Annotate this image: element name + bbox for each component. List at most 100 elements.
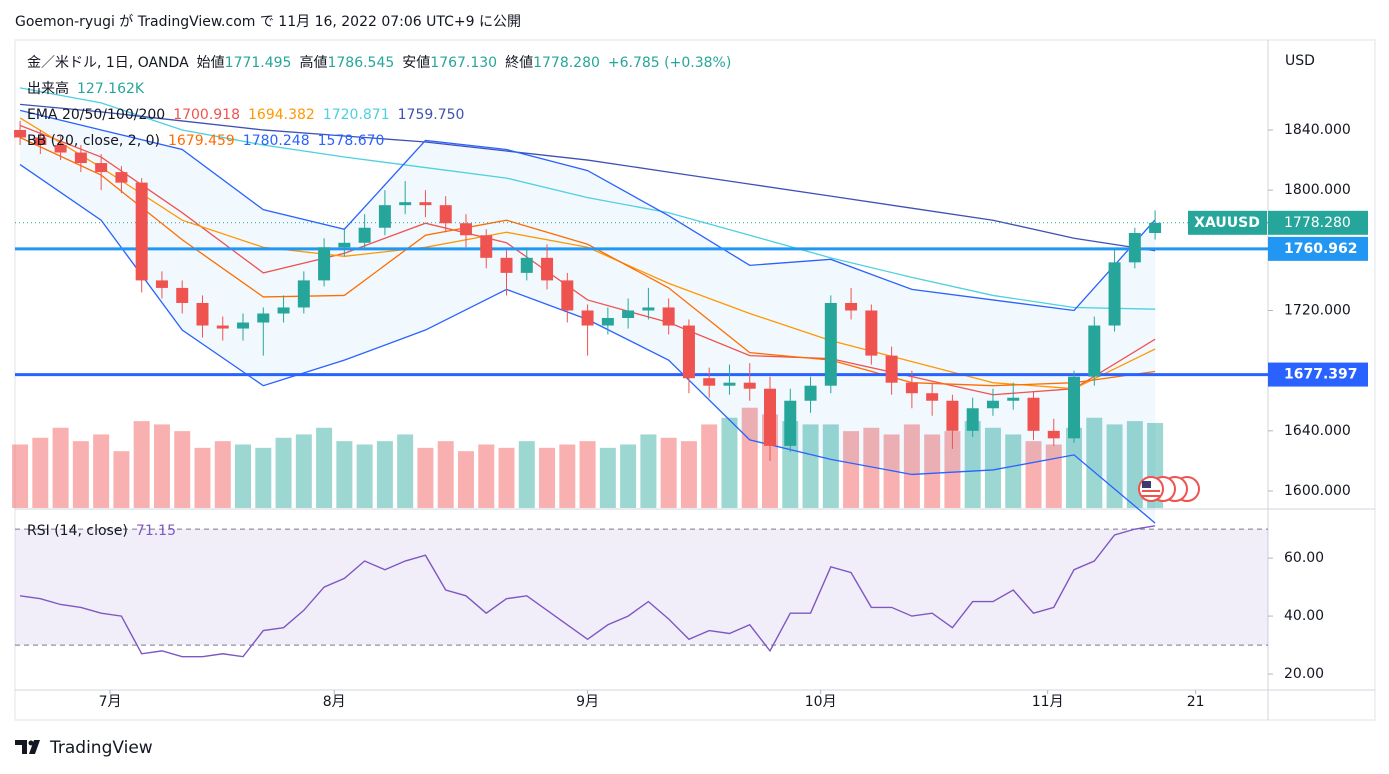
x-tick-label: 8月 bbox=[323, 694, 346, 710]
value: 1780.248 bbox=[243, 133, 310, 149]
logo bbox=[28, 740, 34, 746]
label: 出来高 bbox=[27, 80, 69, 97]
volume-bar bbox=[336, 441, 353, 508]
volume-bar bbox=[275, 437, 292, 508]
candle-body bbox=[196, 302, 209, 326]
candle-body bbox=[905, 382, 918, 394]
volume-bar bbox=[32, 437, 49, 508]
plot: 1600.0001640.0001680.0001720.0001800.000… bbox=[12, 87, 1368, 710]
indicator-line bbox=[19, 109, 1156, 312]
h-line-label: 1760.962 bbox=[1284, 241, 1358, 257]
indicator-line bbox=[19, 124, 1156, 396]
brand-name: TradingView bbox=[49, 738, 153, 758]
candle-body bbox=[926, 393, 939, 401]
candle-body bbox=[1128, 233, 1141, 263]
candle-body bbox=[257, 313, 270, 323]
y-tick-label: 20.00 bbox=[1284, 666, 1324, 682]
y-tick-label: 60.00 bbox=[1284, 550, 1324, 566]
volume-bar bbox=[72, 441, 89, 508]
volume-bar bbox=[640, 434, 657, 508]
candle-body bbox=[784, 400, 797, 446]
value: 1720.871 bbox=[323, 107, 390, 123]
volume-bar bbox=[214, 441, 231, 508]
volume-bar bbox=[457, 451, 474, 508]
volume-bar bbox=[903, 424, 920, 508]
volume-bar bbox=[498, 447, 515, 508]
candle-body bbox=[723, 382, 736, 386]
volume-bar bbox=[579, 441, 596, 508]
indicator-line bbox=[19, 87, 1156, 310]
candle-body bbox=[966, 408, 979, 431]
candle-body bbox=[54, 145, 67, 153]
candle-body bbox=[1088, 325, 1101, 377]
frame bbox=[14, 39, 1376, 721]
volume-bar bbox=[295, 434, 312, 508]
currency: USD bbox=[1285, 53, 1315, 69]
volume-bar bbox=[1086, 417, 1103, 508]
label: 終値 bbox=[505, 55, 533, 71]
value: 1767.130 bbox=[430, 55, 497, 71]
value: 1759.750 bbox=[398, 107, 465, 123]
label: BB (20, close, 2, 0) bbox=[27, 133, 160, 149]
volume-bar bbox=[964, 421, 981, 508]
volume-bar bbox=[478, 444, 495, 508]
candle-body bbox=[885, 355, 898, 383]
volume-bar bbox=[984, 427, 1001, 508]
candle-body bbox=[662, 307, 675, 326]
candle-body bbox=[804, 385, 817, 401]
symbol-box bbox=[1188, 210, 1267, 235]
value: 1694.382 bbox=[248, 107, 315, 123]
y-tick-label: 40.00 bbox=[1284, 608, 1324, 624]
y-tick-label: 1840.000 bbox=[1284, 122, 1351, 138]
x-tick-label: 9月 bbox=[576, 694, 599, 710]
x-tick-label: 21 bbox=[1187, 694, 1205, 710]
candle-body bbox=[378, 205, 391, 228]
candle-body bbox=[764, 388, 777, 446]
candle-body bbox=[682, 325, 695, 379]
value: +6.785 (+0.38%) bbox=[608, 55, 731, 71]
volume-bar bbox=[802, 424, 819, 508]
candle-body bbox=[34, 137, 47, 146]
flag bbox=[1142, 481, 1151, 488]
volume-bar bbox=[1005, 434, 1022, 508]
volume-bar bbox=[559, 444, 576, 508]
candle-body bbox=[115, 172, 128, 183]
logo bbox=[15, 740, 40, 754]
candle-body bbox=[946, 400, 959, 431]
candle-body bbox=[277, 307, 290, 314]
value: 1786.545 bbox=[327, 55, 394, 71]
candle-body bbox=[74, 152, 87, 164]
label: 高値 bbox=[299, 54, 327, 71]
candle-body bbox=[824, 302, 837, 386]
candle-body bbox=[176, 287, 189, 303]
legend-line: BB (20, close, 2, 0) 1679.459 1780.248 1578… bbox=[27, 133, 384, 149]
volume-bar bbox=[52, 427, 69, 508]
publish-info: Goemon-ryugi が TradingView.com で 11月 16,… bbox=[15, 14, 521, 30]
volume-bar bbox=[1106, 424, 1123, 508]
value: 1578.670 bbox=[318, 133, 385, 149]
legend-line: EMA 20/50/100/200 1700.918 1694.382 1720.87… bbox=[27, 107, 464, 123]
candle-body bbox=[459, 223, 472, 236]
volume-bar bbox=[12, 444, 29, 508]
candle-body bbox=[500, 257, 513, 273]
volume-bar bbox=[701, 424, 718, 508]
candle-body bbox=[338, 242, 351, 248]
volume-bar bbox=[194, 447, 211, 508]
y-tick-label: 1600.000 bbox=[1284, 483, 1351, 499]
h-line-box bbox=[1268, 236, 1368, 261]
volume-bar bbox=[153, 424, 170, 508]
candle-body bbox=[581, 310, 594, 326]
label: 始値 bbox=[197, 55, 225, 71]
candle-body bbox=[622, 310, 635, 319]
price-box bbox=[1268, 210, 1368, 235]
event[interactable] bbox=[1138, 476, 1164, 502]
candle-body bbox=[561, 280, 574, 311]
volume-bar bbox=[93, 434, 110, 508]
brand: TradingView bbox=[15, 738, 153, 758]
x-tick-label: 11月 bbox=[1032, 694, 1064, 710]
legend: 金／米ドル, 1日, OANDA 始値1771.495 高値1786.545 安値17… bbox=[27, 54, 731, 539]
volume-bar bbox=[417, 447, 434, 508]
volume-bar bbox=[741, 407, 758, 508]
y-tick-label: 1720.000 bbox=[1284, 302, 1351, 318]
